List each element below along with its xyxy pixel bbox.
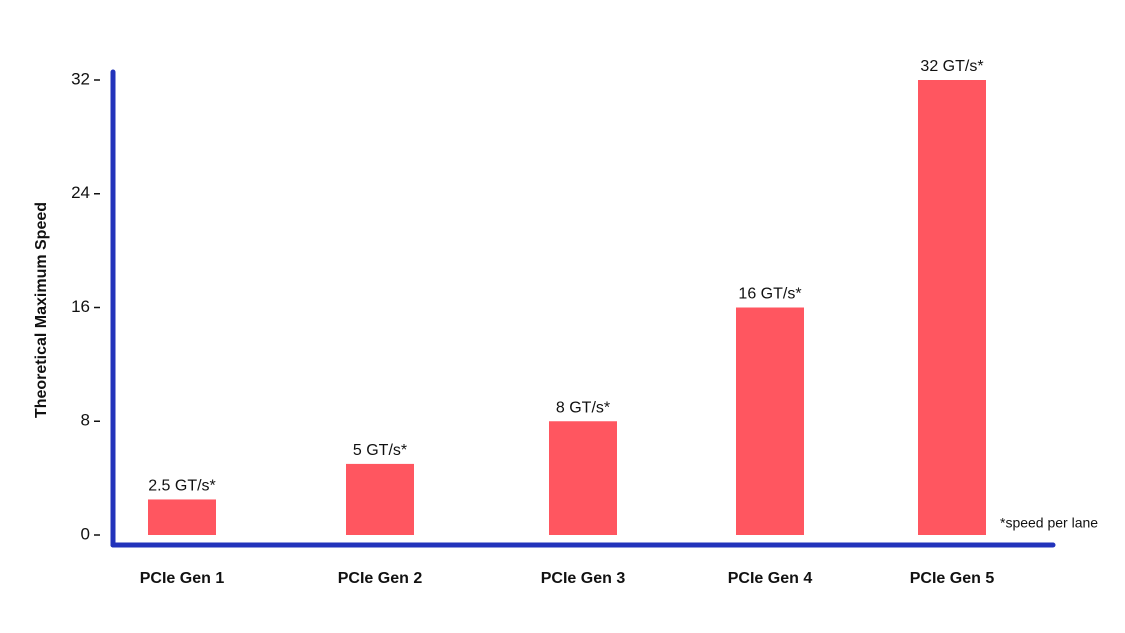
bar <box>148 499 216 535</box>
data-label: 16 GT/s* <box>738 286 801 303</box>
data-label: 8 GT/s* <box>556 399 610 416</box>
y-tick-label: 16 <box>71 297 90 316</box>
bar <box>918 80 986 535</box>
x-tick-label: PCIe Gen 2 <box>338 570 423 587</box>
annotation: *speed per lane <box>1000 515 1098 531</box>
data-label: 2.5 GT/s* <box>148 478 216 495</box>
x-tick-label: PCIe Gen 1 <box>140 570 225 587</box>
bar <box>549 421 617 535</box>
y-axis-label: Theoretical Maximum Speed <box>33 202 50 418</box>
x-tick-label: PCIe Gen 4 <box>728 570 813 587</box>
y-tick-label: 24 <box>71 183 90 202</box>
x-tick-label: PCIe Gen 5 <box>910 570 995 587</box>
y-tick-label: 0 <box>81 524 90 543</box>
bar <box>736 307 804 535</box>
bar <box>346 463 414 535</box>
y-tick-label: 8 <box>81 411 90 430</box>
x-tick-label: PCIe Gen 3 <box>541 570 626 587</box>
y-tick-label: 32 <box>71 69 90 88</box>
data-label: 32 GT/s* <box>920 58 983 75</box>
data-label: 5 GT/s* <box>353 442 407 459</box>
